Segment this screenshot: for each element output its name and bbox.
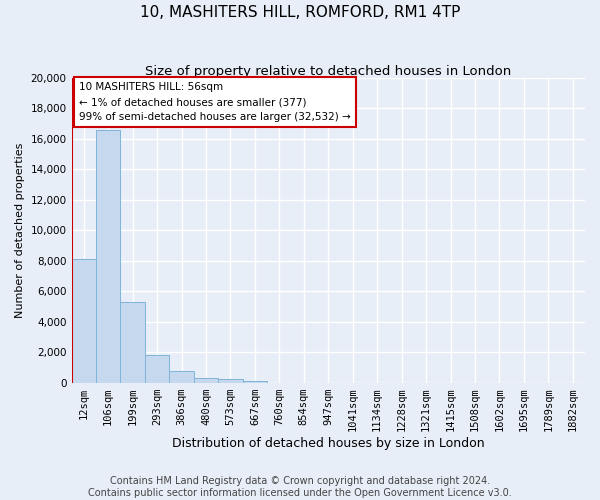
Y-axis label: Number of detached properties: Number of detached properties (15, 142, 25, 318)
Text: 10, MASHITERS HILL, ROMFORD, RM1 4TP: 10, MASHITERS HILL, ROMFORD, RM1 4TP (140, 5, 460, 20)
Bar (145, 356, 169, 383)
Bar (169, 372, 194, 383)
Title: Size of property relative to detached houses in London: Size of property relative to detached ho… (145, 65, 511, 78)
Bar (194, 378, 218, 383)
Text: 10 MASHITERS HILL: 56sqm
← 1% of detached houses are smaller (377)
99% of semi-d: 10 MASHITERS HILL: 56sqm ← 1% of detache… (79, 82, 350, 122)
Text: Contains HM Land Registry data © Crown copyright and database right 2024.
Contai: Contains HM Land Registry data © Crown c… (88, 476, 512, 498)
Bar (121, 302, 145, 383)
Bar (242, 381, 267, 383)
Bar (71, 260, 96, 383)
Bar (96, 130, 121, 383)
Bar (218, 380, 242, 383)
X-axis label: Distribution of detached houses by size in London: Distribution of detached houses by size … (172, 437, 485, 450)
